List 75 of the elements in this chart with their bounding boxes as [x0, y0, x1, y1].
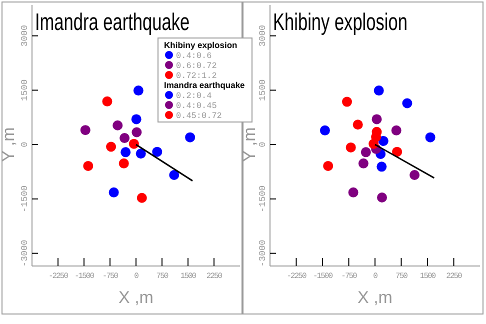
y-tick-label: 0 — [20, 142, 30, 148]
y-tick-label: 0 — [258, 142, 268, 148]
legend-label: 0.4:0.45 — [176, 101, 217, 111]
legend-label: 0.4:0.6 — [176, 51, 212, 61]
y-axis-title: Y ,m — [0, 127, 18, 162]
x-tick-label: 2250 — [206, 272, 223, 281]
y-tick-label: 3000 — [20, 25, 30, 47]
point — [136, 148, 146, 159]
y-tick-label: 1500 — [258, 79, 268, 101]
point — [391, 125, 402, 136]
point — [112, 120, 123, 130]
legend-label: 0.2:0.4 — [176, 91, 212, 101]
point — [136, 192, 147, 203]
y-tick-label: -1500 — [20, 185, 30, 212]
point — [106, 142, 116, 152]
legend-label: 0.72:1.2 — [176, 71, 217, 81]
point — [108, 187, 119, 198]
chart-title: Imandra earthquake — [35, 9, 190, 36]
point — [323, 160, 334, 171]
point — [120, 147, 131, 158]
y-tick-label: -3000 — [258, 240, 268, 267]
x-tick-label: -1500 — [312, 272, 334, 281]
x-axis-title: X ,m — [118, 288, 154, 307]
point — [360, 147, 371, 158]
legend-title: Imandra earthquake — [164, 80, 246, 90]
legend-label: 0.6:0.72 — [176, 61, 217, 71]
point — [425, 132, 436, 142]
point — [320, 125, 330, 136]
x-tick-label: -750 — [102, 272, 119, 281]
point — [131, 114, 142, 124]
x-tick-label: 1500 — [420, 272, 436, 281]
x-tick-label: 1500 — [180, 272, 197, 281]
x-tick-label: -1500 — [74, 272, 95, 281]
x-tick-label: 750 — [156, 272, 169, 281]
point — [169, 170, 180, 180]
point — [152, 146, 162, 157]
point — [342, 96, 352, 107]
point — [358, 158, 368, 168]
x-tick-label: -2250 — [286, 272, 307, 281]
point — [128, 138, 139, 149]
y-tick-label: -3000 — [20, 240, 30, 267]
point — [118, 158, 129, 168]
y-tick-label: 3000 — [258, 25, 268, 47]
point — [120, 133, 130, 144]
point — [392, 146, 402, 157]
chart-title: Khibiny explosion — [273, 9, 408, 36]
point — [346, 142, 356, 152]
x-axis-title: X ,m — [358, 288, 392, 307]
point — [83, 160, 94, 171]
point — [133, 86, 144, 96]
x-tick-label: 750 — [396, 272, 408, 281]
y-axis-title: Y ,m — [240, 127, 259, 162]
x-tick-label: 0 — [373, 272, 378, 281]
point — [378, 136, 388, 146]
point — [185, 132, 196, 142]
point — [402, 98, 412, 108]
x-tick-label: 2250 — [446, 272, 463, 281]
point — [132, 127, 142, 138]
point — [410, 170, 420, 180]
y-tick-label: 1500 — [20, 79, 30, 101]
x-tick-label: -2250 — [48, 272, 69, 281]
point — [376, 162, 387, 172]
point — [348, 187, 358, 198]
point — [368, 138, 379, 149]
point — [374, 86, 384, 96]
point — [352, 120, 363, 130]
point — [80, 125, 90, 136]
x-tick-label: 0 — [134, 272, 140, 281]
point — [102, 96, 112, 106]
legend-title: Khibiny explosion — [164, 40, 238, 50]
y-tick-label: -1500 — [258, 185, 268, 212]
legend-label: 0.45:0.72 — [176, 111, 222, 121]
point — [377, 192, 387, 202]
x-tick-label: -750 — [341, 272, 358, 281]
point — [372, 114, 382, 124]
